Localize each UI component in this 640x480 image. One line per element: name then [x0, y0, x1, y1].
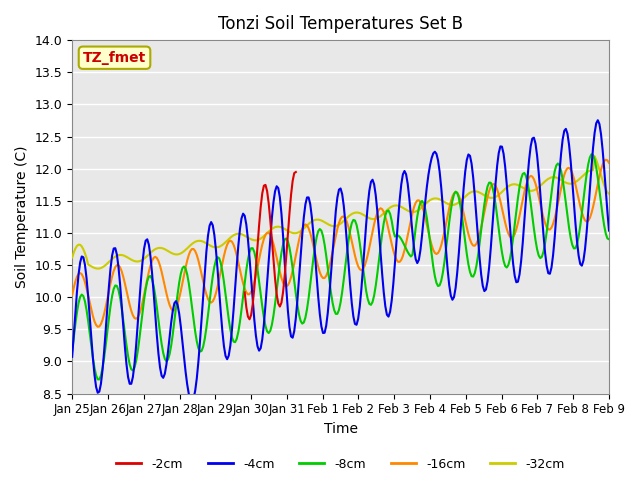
- X-axis label: Time: Time: [324, 422, 358, 436]
- Y-axis label: Soil Temperature (C): Soil Temperature (C): [15, 145, 29, 288]
- Legend: -2cm, -4cm, -8cm, -16cm, -32cm: -2cm, -4cm, -8cm, -16cm, -32cm: [111, 453, 570, 476]
- Title: Tonzi Soil Temperatures Set B: Tonzi Soil Temperatures Set B: [218, 15, 463, 33]
- Text: TZ_fmet: TZ_fmet: [83, 51, 146, 65]
